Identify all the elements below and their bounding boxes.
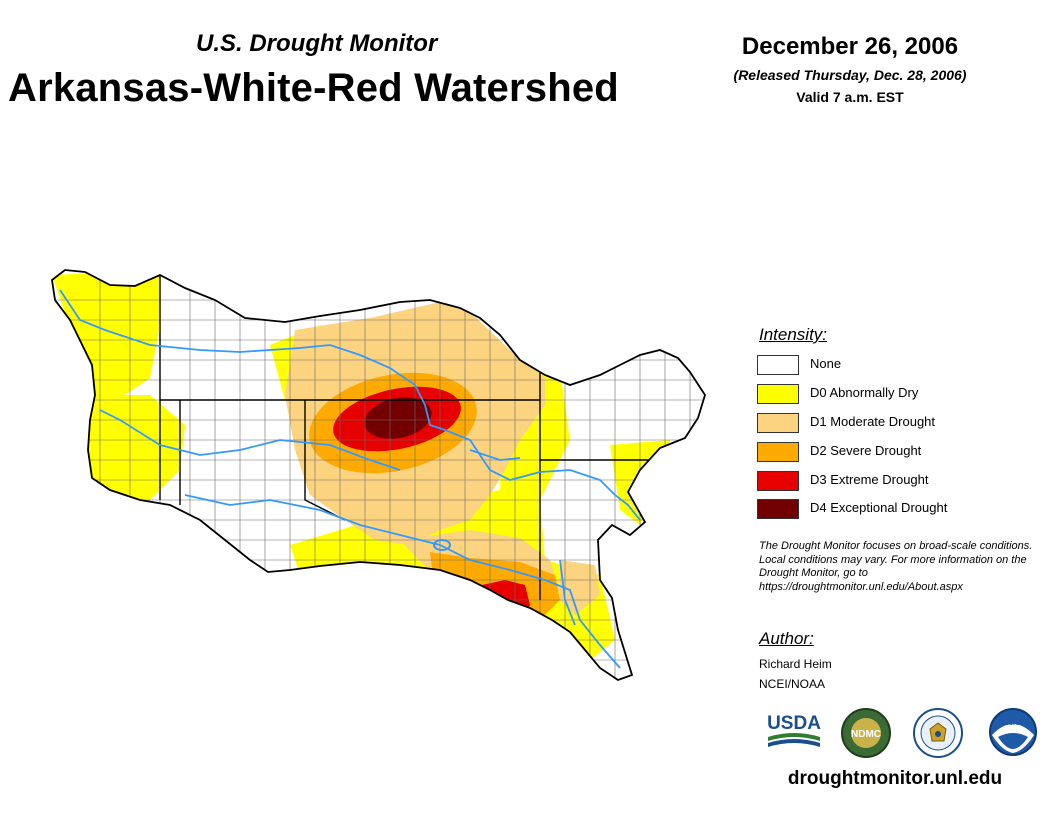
- legend-label: D0 Abnormally Dry: [810, 385, 919, 400]
- legend-swatch: [757, 384, 799, 404]
- rivers: [59, 289, 641, 669]
- legend-swatch: [757, 355, 799, 375]
- legend-swatch: [757, 413, 799, 433]
- author-name: Richard Heim: [759, 657, 832, 671]
- lake-texoma: [433, 539, 451, 551]
- author-heading: Author:: [759, 629, 814, 648]
- legend-label: D3 Extreme Drought: [810, 472, 929, 487]
- legend-swatch: [757, 499, 799, 519]
- ndmc-logo-icon: NDMC: [841, 708, 891, 758]
- drought-map: [51, 269, 706, 681]
- map-title: Arkansas-White-Red Watershed: [8, 66, 619, 110]
- legend-swatch: [757, 442, 799, 462]
- doc-seal-icon: [913, 708, 963, 758]
- usda-logo-text: USDA: [767, 713, 821, 734]
- legend-label: None: [810, 356, 842, 371]
- map-subtitle: U.S. Drought Monitor: [196, 30, 438, 57]
- noaa-logo-icon: NOAA: [989, 708, 1037, 756]
- usda-logo-icon: USDA: [767, 713, 821, 747]
- watershed-boundary: [51, 269, 706, 681]
- release-date: (Released Thursday, Dec. 28, 2006): [733, 67, 967, 83]
- legend-label: D4 Exceptional Drought: [810, 500, 948, 515]
- noaa-logo-text: NOAA: [1004, 721, 1022, 727]
- ndmc-logo-text: NDMC: [851, 729, 881, 740]
- legend-swatch: [757, 471, 799, 491]
- map-date: December 26, 2006: [741, 33, 959, 60]
- d0-area: [52, 270, 160, 400]
- author-org: NCEI/NOAA: [759, 677, 826, 691]
- website-link[interactable]: droughtmonitor.unl.edu: [787, 768, 1003, 789]
- legend-label: D2 Severe Drought: [810, 443, 922, 458]
- disclaimer-note: The Drought Monitor focuses on broad-sca…: [759, 540, 1033, 593]
- legend-title: Intensity:: [759, 325, 828, 344]
- valid-time: Valid 7 a.m. EST: [796, 89, 904, 105]
- legend-label: D1 Moderate Drought: [810, 414, 936, 429]
